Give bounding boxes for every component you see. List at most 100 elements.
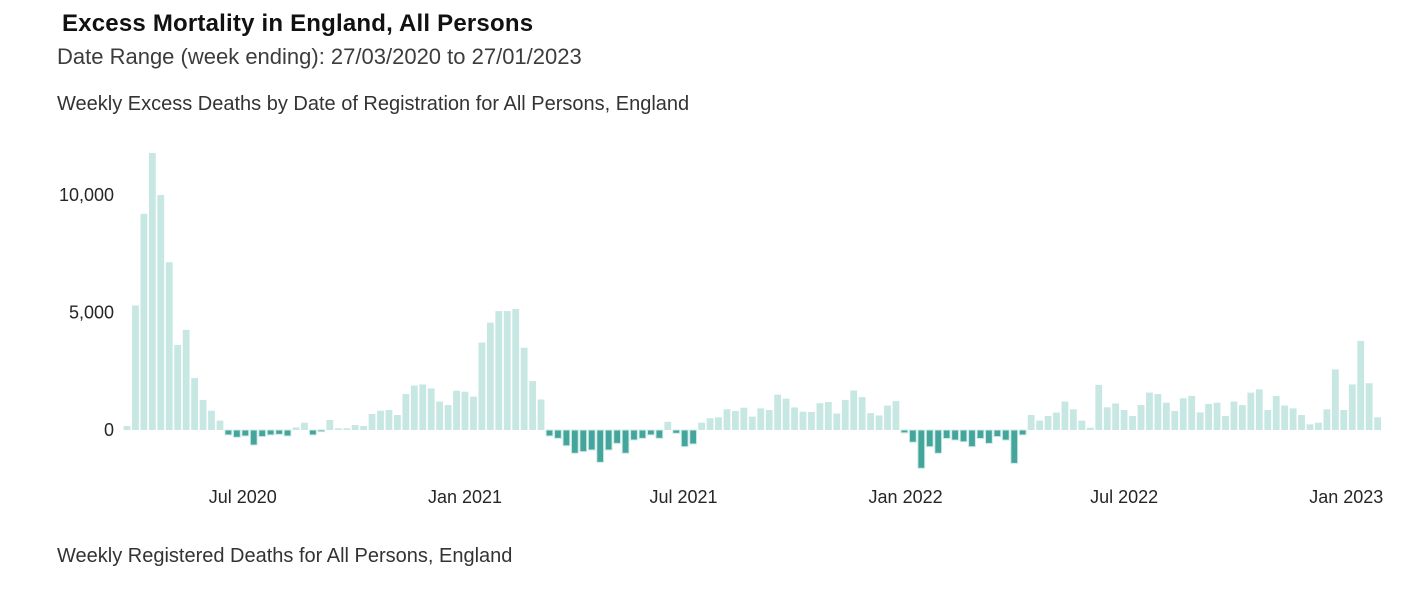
excess-deaths-bar-positive <box>867 413 874 430</box>
excess-deaths-bar-positive <box>208 410 215 430</box>
excess-deaths-bar-positive <box>377 410 384 430</box>
excess-deaths-bar-positive <box>529 381 536 430</box>
excess-deaths-bar-negative <box>647 429 655 436</box>
excess-deaths-bar-positive <box>1154 394 1162 430</box>
excess-deaths-bar-negative <box>587 429 596 451</box>
excess-deaths-bar-positive <box>461 391 469 430</box>
excess-deaths-bar-negative <box>959 429 968 443</box>
excess-deaths-bar-positive <box>199 399 207 430</box>
excess-deaths-bar-positive <box>360 426 367 430</box>
excess-deaths-bar-positive <box>1162 402 1170 430</box>
excess-deaths-bar-positive <box>343 428 351 431</box>
excess-deaths-bar-positive <box>157 195 165 430</box>
excess-deaths-bar-positive <box>1171 410 1179 430</box>
excess-deaths-bar-positive <box>1264 410 1272 430</box>
excess-deaths-bar-positive <box>351 425 359 430</box>
excess-deaths-bar-positive <box>740 407 748 430</box>
excess-deaths-bar-positive <box>791 407 798 430</box>
excess-deaths-bar-negative <box>579 429 588 453</box>
excess-deaths-bar-positive <box>1078 420 1086 430</box>
excess-deaths-bar-negative <box>968 429 976 448</box>
excess-deaths-bar-positive <box>385 410 393 430</box>
excess-deaths-bar-positive <box>1213 402 1221 430</box>
excess-deaths-bar-positive <box>427 388 435 430</box>
excess-deaths-bar-negative <box>655 429 664 439</box>
excess-deaths-bar-negative <box>258 429 267 438</box>
excess-deaths-bar-positive <box>799 411 807 430</box>
excess-deaths-bar-negative <box>934 429 943 454</box>
excess-deaths-bar-positive <box>1255 389 1263 431</box>
excess-deaths-bar-negative <box>672 429 681 434</box>
excess-deaths-bar-positive <box>1247 392 1255 430</box>
excess-deaths-bar-positive <box>1331 369 1339 430</box>
excess-deaths-bar-positive <box>1348 384 1356 430</box>
excess-deaths-bar-negative <box>596 429 605 463</box>
excess-deaths-bar-negative <box>630 429 638 441</box>
excess-deaths-bar-positive <box>1137 405 1145 430</box>
excess-deaths-bar-positive <box>503 311 511 430</box>
excess-deaths-bar-positive <box>1103 407 1111 430</box>
excess-deaths-bar-positive <box>402 394 410 430</box>
x-axis-tick-label: Jan 2023 <box>1309 487 1383 507</box>
excess-deaths-bar-positive <box>1357 340 1365 430</box>
excess-deaths-bar-negative <box>976 429 985 439</box>
excess-deaths-bar-positive <box>410 385 418 430</box>
excess-deaths-bar-positive <box>301 422 308 430</box>
excess-deaths-bar-positive <box>394 414 401 430</box>
excess-deaths-bar-positive <box>833 413 841 430</box>
excess-deaths-bar-positive <box>512 308 520 431</box>
excess-deaths-bar-negative <box>224 429 233 436</box>
excess-deaths-bar-positive <box>495 311 503 430</box>
excess-deaths-bar-negative <box>908 429 917 443</box>
excess-deaths-bar-positive <box>453 390 460 430</box>
excess-deaths-bar-positive <box>1070 409 1077 430</box>
excess-deaths-bar-negative <box>570 429 579 454</box>
excess-deaths-bar-positive <box>1239 405 1246 430</box>
excess-deaths-bar-positive <box>715 417 722 430</box>
excess-deaths-bar-positive <box>816 403 824 430</box>
date-range-subtitle: Date Range (week ending): 27/03/2020 to … <box>57 44 582 69</box>
excess-deaths-bar-positive <box>334 428 342 431</box>
excess-deaths-bar-negative <box>993 429 1002 438</box>
excess-deaths-bar-positive <box>216 420 224 430</box>
x-axis-tick-label: Jan 2021 <box>428 487 502 507</box>
excess-deaths-bar-positive <box>436 401 444 430</box>
excess-deaths-bar-positive <box>1027 414 1035 430</box>
excess-deaths-bar-positive <box>419 384 427 430</box>
excess-deaths-bar-positive <box>1188 395 1196 431</box>
x-axis-tick-label: Jul 2021 <box>649 487 717 507</box>
excess-deaths-bar-positive <box>1120 410 1128 430</box>
excess-deaths-bar-positive <box>1112 403 1120 430</box>
y-axis-tick-label: 5,000 <box>69 303 114 323</box>
excess-deaths-bar-positive <box>1365 383 1373 431</box>
y-axis-tick-label: 10,000 <box>59 185 114 205</box>
y-axis-tick-label: 0 <box>104 420 114 440</box>
excess-deaths-bar-negative <box>232 429 241 438</box>
excess-deaths-bar-positive <box>732 410 739 430</box>
excess-deaths-bar-negative <box>1010 429 1019 464</box>
excess-deaths-bar-positive <box>444 405 452 430</box>
excess-deaths-bar-positive <box>1196 412 1204 431</box>
excess-deaths-bar-positive <box>765 410 773 430</box>
excess-deaths-bar-positive <box>132 305 139 430</box>
excess-deaths-bar-positive <box>148 152 156 430</box>
excess-deaths-bar-positive <box>1095 384 1103 430</box>
excess-deaths-bar-positive <box>698 422 705 430</box>
excess-deaths-bar-negative <box>249 429 258 446</box>
excess-deaths-bar-positive <box>808 411 815 430</box>
excess-deaths-bar-positive <box>841 399 849 430</box>
x-axis-tick-label: Jan 2022 <box>869 487 943 507</box>
excess-deaths-bar-positive <box>1306 424 1314 430</box>
excess-deaths-bar-negative <box>545 429 554 437</box>
excess-deaths-bar-negative <box>317 429 326 433</box>
excess-deaths-bar-positive <box>140 213 148 430</box>
excess-deaths-bar-positive <box>1374 417 1381 430</box>
excess-deaths-bar-positive <box>1315 422 1322 430</box>
excess-deaths-bar-positive <box>123 426 131 430</box>
excess-deaths-bar-positive <box>858 397 866 430</box>
excess-deaths-bar-positive <box>1086 427 1094 430</box>
excess-deaths-bar-positive <box>850 390 858 430</box>
excess-deaths-bar-positive <box>1289 408 1297 430</box>
x-axis-tick-label: Jul 2020 <box>209 487 277 507</box>
